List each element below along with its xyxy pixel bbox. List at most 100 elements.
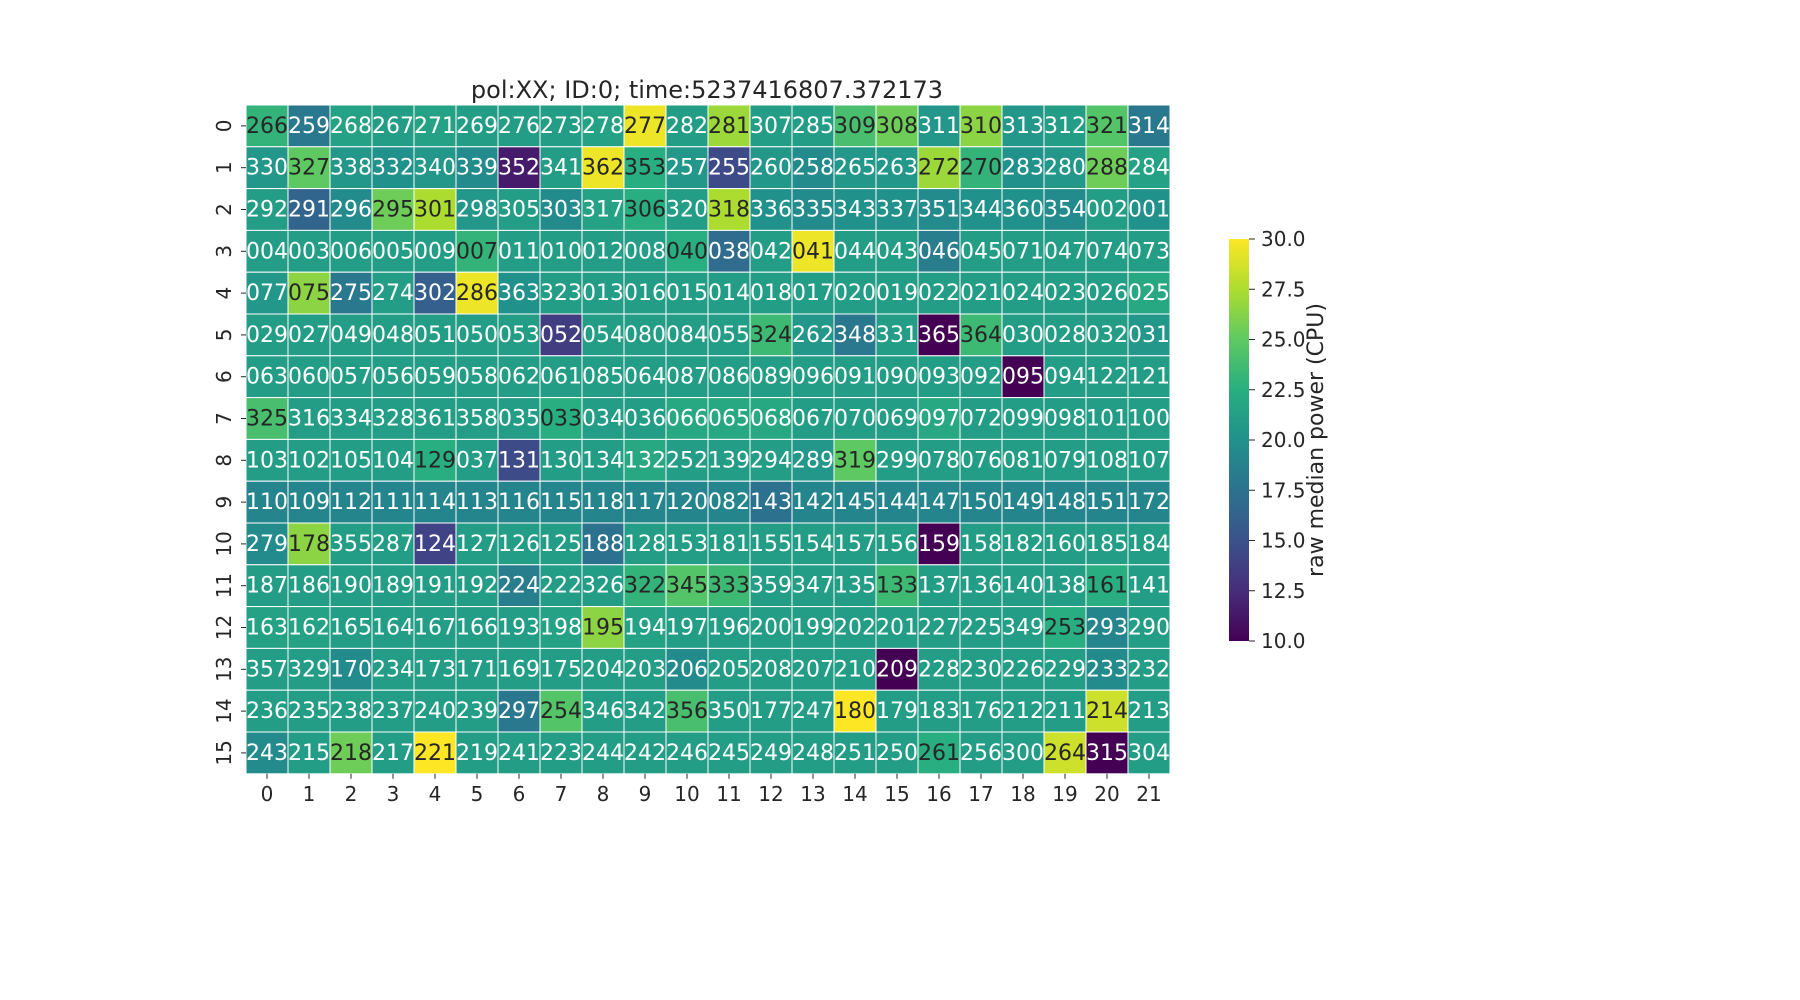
cell-annotation: 351 bbox=[918, 198, 960, 223]
cell-annotation: 096 bbox=[792, 365, 834, 390]
cell-annotation: 048 bbox=[372, 323, 414, 348]
cell-annotation: 115 bbox=[540, 490, 582, 515]
heatmap-cell bbox=[623, 229, 667, 273]
cell-annotation: 209 bbox=[876, 657, 918, 682]
cell-annotation: 198 bbox=[540, 616, 582, 641]
cell-annotation: 190 bbox=[330, 574, 372, 599]
y-tick-label: 8 bbox=[212, 454, 236, 467]
cell-annotation: 120 bbox=[666, 490, 708, 515]
heatmap-cell bbox=[1127, 188, 1171, 231]
y-tick-label: 3 bbox=[212, 245, 236, 258]
x-tick-label: 11 bbox=[716, 782, 741, 806]
cell-annotation: 080 bbox=[624, 323, 666, 348]
cell-annotation: 248 bbox=[792, 741, 834, 766]
heatmap-cell bbox=[413, 438, 457, 482]
cell-annotation: 136 bbox=[960, 574, 1002, 599]
heatmap-cell bbox=[413, 731, 457, 775]
heatmap-cell bbox=[329, 271, 373, 315]
cell-annotation: 275 bbox=[330, 281, 372, 306]
cell-annotation: 162 bbox=[288, 616, 330, 641]
cell-annotation: 093 bbox=[918, 365, 960, 390]
cell-annotation: 294 bbox=[750, 448, 792, 473]
heatmap-cell bbox=[539, 104, 583, 148]
heatmap-cell bbox=[1085, 146, 1129, 190]
cell-annotation: 200 bbox=[750, 616, 792, 641]
cell-annotation: 167 bbox=[414, 616, 456, 641]
cell-annotation: 251 bbox=[834, 741, 876, 766]
x-tick-label: 3 bbox=[387, 782, 400, 806]
heatmap-cell bbox=[1127, 355, 1171, 399]
colorbar-tick-label: 20.0 bbox=[1261, 428, 1306, 452]
cell-annotation: 086 bbox=[708, 365, 750, 390]
heatmap-cell bbox=[497, 146, 541, 190]
heatmap-cell bbox=[1085, 480, 1129, 524]
heatmap-cell bbox=[287, 689, 331, 733]
colorbar-tick-label: 15.0 bbox=[1261, 529, 1306, 553]
cell-annotation: 052 bbox=[540, 323, 582, 348]
heatmap-cell bbox=[623, 647, 667, 691]
cell-annotation: 213 bbox=[1128, 699, 1170, 724]
cell-annotation: 259 bbox=[288, 114, 330, 139]
heatmap-cell bbox=[833, 355, 877, 399]
cell-annotation: 365 bbox=[918, 323, 960, 348]
colorbar bbox=[1229, 239, 1249, 641]
heatmap-cell bbox=[1001, 355, 1045, 399]
heatmap-cell bbox=[1043, 104, 1087, 148]
cell-annotation: 342 bbox=[624, 699, 666, 724]
cell-annotation: 292 bbox=[246, 198, 288, 223]
heatmap-cell bbox=[875, 522, 919, 566]
heatmap-cell bbox=[959, 146, 1003, 190]
heatmap-cell bbox=[1001, 564, 1045, 608]
cell-annotation: 026 bbox=[1086, 281, 1128, 306]
cell-annotation: 288 bbox=[1086, 156, 1128, 181]
cell-annotation: 012 bbox=[582, 239, 624, 264]
cell-annotation: 158 bbox=[960, 532, 1002, 557]
heatmap-cell bbox=[1001, 689, 1045, 733]
cell-annotation: 097 bbox=[918, 407, 960, 432]
y-tick-label: 12 bbox=[212, 615, 236, 640]
cell-annotation: 234 bbox=[372, 657, 414, 682]
cell-annotation: 126 bbox=[498, 532, 540, 557]
cell-annotation: 085 bbox=[582, 365, 624, 390]
cell-annotation: 303 bbox=[540, 198, 582, 223]
cell-annotation: 204 bbox=[582, 657, 624, 682]
cell-annotation: 240 bbox=[414, 699, 456, 724]
cell-annotation: 006 bbox=[330, 239, 372, 264]
heatmap-cell bbox=[623, 188, 667, 231]
heatmap-cell bbox=[287, 438, 331, 482]
x-tick-label: 16 bbox=[926, 782, 951, 806]
cell-annotation: 247 bbox=[792, 699, 834, 724]
heatmap-cell bbox=[371, 480, 415, 524]
heatmap-cell bbox=[539, 229, 583, 273]
heatmap-cell bbox=[917, 355, 961, 399]
cell-annotation: 033 bbox=[540, 407, 582, 432]
heatmap-cell bbox=[497, 188, 541, 231]
cell-annotation: 235 bbox=[288, 699, 330, 724]
heatmap-cell bbox=[917, 313, 961, 357]
x-tick-label: 21 bbox=[1136, 782, 1161, 806]
cell-annotation: 338 bbox=[330, 156, 372, 181]
cell-annotation: 221 bbox=[414, 741, 456, 766]
cell-annotation: 336 bbox=[750, 198, 792, 223]
heatmap-cell bbox=[959, 355, 1003, 399]
heatmap-cell bbox=[791, 647, 835, 691]
cell-annotation: 065 bbox=[708, 407, 750, 432]
cell-annotation: 340 bbox=[414, 156, 456, 181]
cell-annotation: 060 bbox=[288, 365, 330, 390]
heatmap-cell bbox=[413, 313, 457, 357]
heatmap-cell bbox=[245, 397, 289, 440]
cell-annotation: 134 bbox=[582, 448, 624, 473]
cell-annotation: 127 bbox=[456, 532, 498, 557]
cell-annotation: 025 bbox=[1128, 281, 1170, 306]
cell-annotation: 032 bbox=[1086, 323, 1128, 348]
cell-annotation: 218 bbox=[330, 741, 372, 766]
heatmap-cell bbox=[455, 355, 499, 399]
cell-annotation: 281 bbox=[708, 114, 750, 139]
cell-annotation: 170 bbox=[330, 657, 372, 682]
cell-annotation: 280 bbox=[1044, 156, 1086, 181]
cell-annotation: 112 bbox=[330, 490, 372, 515]
heatmap-cell bbox=[1085, 564, 1129, 608]
cell-annotation: 160 bbox=[1044, 532, 1086, 557]
cell-annotation: 067 bbox=[792, 407, 834, 432]
cell-annotation: 325 bbox=[246, 407, 288, 432]
